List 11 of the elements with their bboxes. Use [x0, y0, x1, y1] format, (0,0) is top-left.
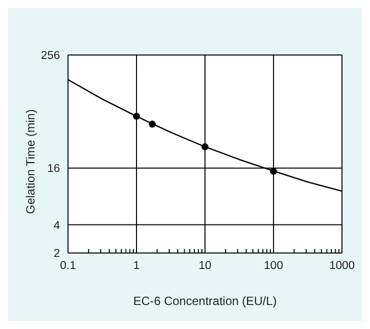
x-tick-label: 100: [264, 260, 284, 272]
x-tick-label: 10: [198, 260, 212, 272]
x-tick-label: 1: [133, 260, 140, 272]
y-tick-label: 4: [54, 220, 61, 232]
y-tick-label: 256: [40, 50, 60, 62]
y-tick-label: 16: [47, 163, 60, 176]
y-tick-label: 2: [54, 248, 60, 260]
y-axis-title: Gelation Time (min): [23, 109, 38, 214]
x-tick-label: 0.1: [60, 260, 76, 272]
x-tick-label: 1000: [329, 260, 355, 272]
x-axis-title: EC-6 Concentration (EU/L): [133, 294, 277, 308]
